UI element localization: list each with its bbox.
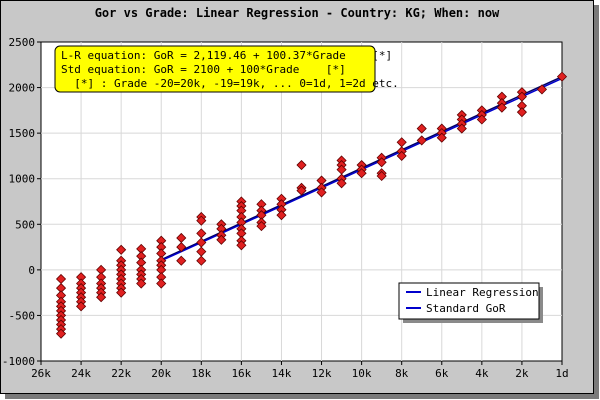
data-point bbox=[556, 71, 568, 82]
equation-box: L-R equation: GoR = 2,119.46 + 100.37*Gr… bbox=[54, 45, 399, 93]
data-point bbox=[476, 114, 487, 125]
data-point bbox=[416, 123, 427, 134]
y-tick-label: 2500 bbox=[9, 36, 36, 49]
y-tick-label: -1000 bbox=[2, 355, 35, 368]
equation-std: Std equation: GoR = 2100 + 100*Grade [*] bbox=[61, 63, 346, 76]
data-point bbox=[296, 185, 307, 196]
data-point bbox=[336, 178, 347, 189]
data-point bbox=[296, 159, 307, 171]
data-point bbox=[376, 157, 387, 168]
data-point bbox=[96, 292, 107, 303]
y-tick-label: 2000 bbox=[9, 82, 36, 95]
equation-lr: L-R equation: GoR = 2,119.46 + 100.37*Gr… bbox=[61, 49, 392, 62]
data-point bbox=[116, 244, 127, 255]
x-tick-label: 6k bbox=[435, 367, 449, 380]
x-tick-label: 18k bbox=[191, 367, 211, 380]
data-point bbox=[396, 150, 407, 161]
x-tick-label: 2k bbox=[515, 367, 529, 380]
data-point bbox=[176, 242, 187, 253]
x-tick-label: 16k bbox=[231, 367, 251, 380]
data-point bbox=[256, 221, 267, 232]
data-point bbox=[196, 255, 207, 266]
x-tick-label: 4k bbox=[475, 367, 489, 380]
legend-label-standard-gor: Standard GoR bbox=[426, 302, 506, 315]
chart-frame: Gor vs Grade: Linear Regression - Countr… bbox=[0, 0, 594, 394]
y-tick-label: 500 bbox=[15, 218, 35, 231]
data-point bbox=[376, 170, 387, 182]
x-tick-label: 8k bbox=[395, 367, 409, 380]
data-point bbox=[416, 135, 427, 146]
y-tick-label: 0 bbox=[28, 264, 35, 277]
x-tick-label: 20k bbox=[151, 367, 171, 380]
data-point bbox=[456, 123, 467, 134]
y-tick-label: -500 bbox=[9, 309, 36, 322]
x-tick-label: 12k bbox=[312, 367, 332, 380]
x-axis: 26k 24k 22k 20k 18k 16k 14k 12k 10k 8k 6k 4k 2k 1d bbox=[31, 361, 569, 380]
data-point bbox=[356, 168, 367, 179]
data-point bbox=[316, 187, 327, 198]
data-point bbox=[216, 234, 227, 245]
equation-box-background bbox=[54, 45, 376, 93]
x-tick-label: 10k bbox=[352, 367, 372, 380]
chart: Gor vs Grade: Linear Regression - Countr… bbox=[2, 6, 569, 380]
data-point bbox=[516, 107, 527, 118]
y-tick-label: 1500 bbox=[9, 127, 36, 140]
equation-footnote: [*] : Grade -20=20k, -19=19k, ... 0=1d, … bbox=[61, 77, 399, 90]
legend-label-linear-regression: Linear Regression bbox=[426, 286, 539, 299]
data-point bbox=[55, 328, 67, 339]
y-tick-label: 1000 bbox=[9, 173, 36, 186]
data-point bbox=[236, 240, 247, 251]
data-point bbox=[116, 287, 127, 298]
x-tick-label: 14k bbox=[272, 367, 292, 380]
data-point bbox=[496, 102, 507, 113]
data-point bbox=[136, 278, 147, 289]
data-point bbox=[196, 215, 207, 226]
data-point bbox=[536, 84, 548, 95]
data-point bbox=[176, 255, 187, 266]
x-tick-label: 22k bbox=[111, 367, 131, 380]
x-tick-label: 1d bbox=[555, 367, 568, 380]
y-axis: -1000 -500 0 500 1000 1500 2000 2500 bbox=[2, 36, 41, 368]
legend-box bbox=[398, 282, 540, 320]
data-point bbox=[436, 132, 447, 143]
data-points bbox=[55, 71, 568, 339]
data-point bbox=[76, 301, 87, 312]
legend: Linear Regression Standard GoR bbox=[398, 282, 543, 323]
x-tick-label: 24k bbox=[71, 367, 91, 380]
data-point bbox=[276, 210, 287, 221]
data-point bbox=[156, 278, 167, 289]
x-tick-label: 26k bbox=[31, 367, 51, 380]
chart-title: Gor vs Grade: Linear Regression - Countr… bbox=[95, 6, 500, 20]
